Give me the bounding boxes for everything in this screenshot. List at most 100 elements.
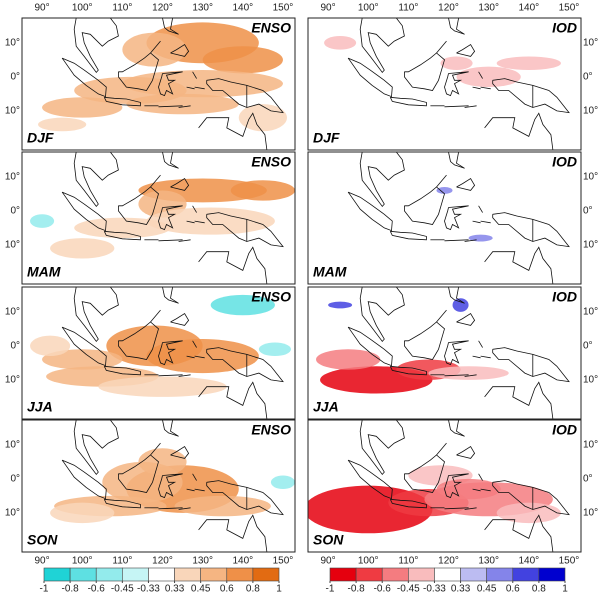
coastline	[192, 71, 197, 79]
lat-label: 10°	[5, 306, 20, 317]
lat-label: 10°	[5, 171, 20, 182]
coastline	[150, 40, 161, 54]
coastline	[162, 420, 179, 437]
lon-label: 90°	[35, 556, 50, 567]
coastline	[192, 340, 197, 348]
field-blob	[230, 180, 295, 201]
lon-label: 150°	[273, 3, 294, 14]
coastline	[448, 420, 465, 437]
colorbar-swatch	[355, 567, 383, 582]
coastline	[444, 239, 469, 242]
coastline	[186, 355, 195, 359]
coastline	[448, 152, 465, 169]
coastline	[192, 205, 197, 213]
coastline	[198, 112, 268, 150]
map-panel	[308, 152, 581, 284]
lon-label: 130°	[478, 556, 499, 567]
panel-frame	[21, 17, 296, 151]
colorbar-swatch	[95, 567, 123, 582]
lon-label: 140°	[232, 556, 253, 567]
panel-frame	[21, 419, 296, 553]
field-blob	[428, 366, 509, 380]
season-label: JJA	[313, 399, 339, 415]
lat-label: 0°	[583, 205, 593, 216]
coastline	[103, 230, 141, 241]
coastline	[478, 473, 483, 481]
coastline	[103, 365, 141, 376]
map-panel	[308, 287, 581, 419]
season-label: DJF	[27, 130, 54, 146]
colorbar-label: 0.8	[246, 584, 260, 595]
coastline	[492, 78, 570, 114]
coastline	[162, 152, 179, 169]
lon-label: 140°	[518, 3, 539, 14]
lon-label: 120°	[152, 3, 173, 14]
lat-label: 10°	[583, 37, 598, 48]
colorbar-label: 0.8	[532, 584, 546, 595]
colorbar-swatch	[122, 567, 149, 582]
field-blob	[50, 502, 115, 524]
field-blob	[258, 342, 291, 357]
coastline	[61, 57, 107, 98]
colorbar-label: -0.33	[423, 584, 446, 595]
field-blob	[210, 294, 275, 316]
coastline	[436, 309, 447, 323]
lon-label: 130°	[192, 3, 213, 14]
coastline	[403, 321, 445, 360]
colorbar-label: -1	[40, 584, 49, 595]
map-panel	[22, 420, 295, 552]
colorbar-label: 0.45	[477, 584, 497, 595]
field-blob	[138, 448, 187, 476]
lon-label: 150°	[559, 3, 580, 14]
coastline	[73, 18, 119, 74]
field-blob	[456, 66, 521, 88]
lon-label: 100°	[72, 3, 93, 14]
coastline	[464, 507, 477, 510]
colorbar-label: 0.45	[191, 584, 211, 595]
field-blob	[50, 238, 115, 259]
coastline	[158, 239, 183, 242]
colorbar-swatch	[538, 567, 566, 582]
coastline	[456, 445, 476, 459]
coastline	[480, 220, 491, 224]
colorbar-label: 0.33	[165, 584, 185, 595]
coastline	[359, 287, 405, 343]
coastline	[178, 239, 191, 242]
coastline	[170, 445, 190, 459]
field-blob	[496, 502, 561, 524]
coastline	[444, 507, 469, 510]
map-panel	[308, 420, 581, 552]
coastline	[448, 287, 465, 304]
coastline	[444, 340, 469, 366]
lat-label: 10°	[583, 240, 598, 251]
coastline	[162, 287, 179, 304]
coastline	[403, 454, 445, 493]
panel-frame	[307, 17, 582, 151]
coastline	[61, 459, 107, 500]
coastline	[456, 312, 476, 326]
lat-label: 10°	[5, 106, 20, 117]
panel-frame	[21, 151, 296, 285]
colorbar-swatch	[148, 567, 175, 582]
coastline	[158, 473, 183, 499]
colorbar-swatch	[512, 567, 540, 582]
lon-label: 150°	[273, 556, 294, 567]
field-blob	[324, 36, 357, 50]
lon-label: 140°	[518, 556, 539, 567]
coastline	[178, 374, 191, 377]
colorbar-swatch	[226, 567, 254, 582]
coastline	[206, 78, 284, 114]
map-panel	[22, 152, 295, 284]
panel-bg	[308, 152, 581, 284]
coastline	[186, 86, 195, 90]
colorbar-label: 0.6	[506, 584, 520, 595]
lat-label: 10°	[5, 375, 20, 386]
colorbar-label: -0.45	[397, 584, 420, 595]
lon-label: 130°	[478, 3, 499, 14]
coastline	[492, 347, 570, 383]
coastline	[347, 191, 393, 232]
field-blob	[30, 335, 71, 357]
coastline	[347, 57, 393, 98]
colorbar-swatch	[408, 567, 435, 582]
